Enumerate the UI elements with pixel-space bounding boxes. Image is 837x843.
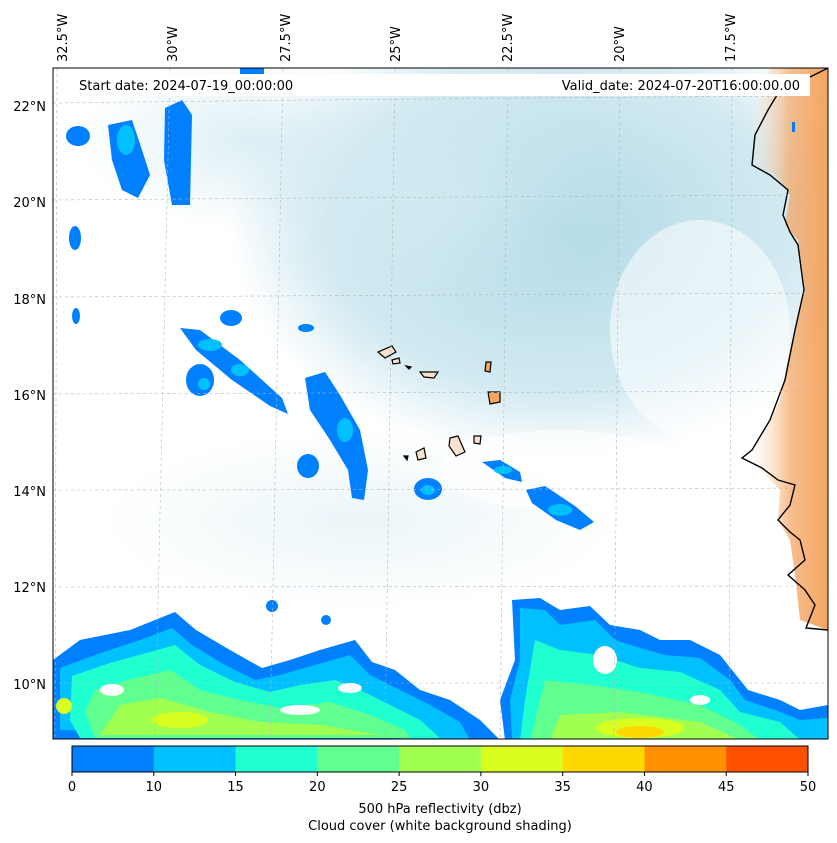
map-panel: Start date: 2024-07-19_00:00:00 Valid_da…	[53, 68, 828, 739]
colorbar-ticks: 0 10 15 20 25 30 35 40 45 50	[68, 772, 816, 795]
lat-label-20n: 20°N	[13, 196, 46, 211]
colorbar-border	[71, 745, 809, 773]
colorbar-title: 500 hPa reflectivity (dbz)	[358, 802, 521, 817]
lat-label-16n: 16°N	[13, 389, 46, 404]
lat-label-10n: 10°N	[13, 678, 46, 693]
lat-label-22n: 22°N	[13, 100, 46, 115]
colorbar-tick-label: 50	[800, 780, 817, 795]
lon-label-20w: 20°W	[613, 26, 628, 62]
colorbar-swatch	[726, 746, 809, 772]
lat-label-14n: 14°N	[13, 485, 46, 500]
colorbar-tick-label: 30	[473, 780, 490, 795]
start-date-label: Start date: 2024-07-19_00:00:00	[79, 79, 293, 94]
header-strip	[70, 74, 810, 96]
colorbar-swatch	[235, 746, 318, 772]
colorbar-swatch	[72, 746, 155, 772]
lon-label-17-5w: 17.5°W	[724, 14, 739, 62]
colorbar-tick-label: 25	[391, 780, 408, 795]
colorbar-swatch	[399, 746, 482, 772]
colorbar-tick-label: 45	[718, 780, 735, 795]
africa-land	[740, 68, 828, 631]
lon-label-30w: 30°W	[166, 26, 181, 62]
colorbar-tick-label: 20	[309, 780, 326, 795]
colorbar-swatches	[72, 746, 809, 772]
valid-date-label: Valid_date: 2024-07-20T16:00:00.00	[562, 79, 800, 94]
lon-label-32-5w: 32.5°W	[56, 14, 71, 62]
map-border	[52, 67, 829, 740]
lat-label-18n: 18°N	[13, 293, 46, 308]
lat-label-12n: 12°N	[13, 581, 46, 596]
longitude-labels: 32.5°W 30°W 27.5°W 25°W 22.5°W 20°W 17.5…	[56, 14, 739, 62]
cloud-cover-shading	[80, 68, 828, 610]
latitude-labels: 22°N 20°N 18°N 16°N 14°N 12°N 10°N	[13, 100, 46, 693]
lon-label-25w: 25°W	[389, 26, 404, 62]
reflectivity-cells	[53, 68, 828, 739]
colorbar-tick-label: 15	[227, 780, 244, 795]
colorbar-swatch	[480, 746, 564, 772]
lon-label-27-5w: 27.5°W	[279, 14, 294, 62]
colorbar-subtitle: Cloud cover (white background shading)	[308, 819, 572, 834]
gridlines	[53, 68, 828, 739]
colorbar-tick-label: 10	[146, 780, 163, 795]
colorbar-swatch	[153, 746, 237, 772]
colorbar-swatch	[317, 746, 400, 772]
colorbar: 0 10 15 20 25 30 35 40 45 50 500 hPa reflectivity…	[68, 745, 816, 834]
colorbar-tick-label: 0	[68, 780, 76, 795]
colorbar-tick-label: 40	[636, 780, 653, 795]
colorbar-swatch	[562, 746, 645, 772]
colorbar-swatch	[644, 746, 727, 772]
colorbar-tick-label: 35	[554, 780, 571, 795]
cape-verde-islands	[376, 345, 501, 462]
lon-label-22-5w: 22.5°W	[501, 14, 516, 62]
